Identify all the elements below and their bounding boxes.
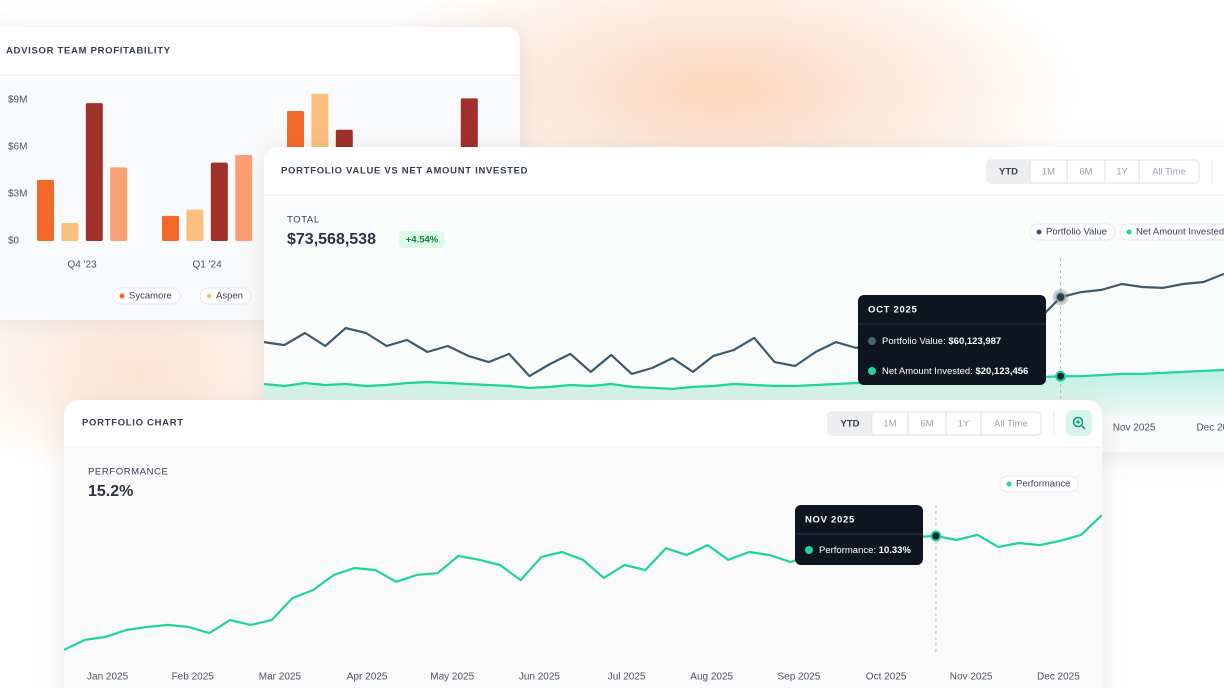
- y-tick-label: $3M: [8, 189, 27, 200]
- y-tick-label: $6M: [8, 142, 27, 153]
- bar: [110, 167, 128, 241]
- zoom-button-background[interactable]: [1066, 410, 1092, 436]
- bar: [85, 103, 103, 241]
- total-label: TOTAL: [287, 215, 320, 226]
- tab-group: [827, 411, 1042, 436]
- x-tick-label: Q4 '23: [68, 260, 98, 271]
- tooltip-swatch: [805, 546, 813, 554]
- portfolio-chart-card-body: PORTFOLIO CHART PERFORMANCE 15.2% YTD 1M 6…: [64, 400, 1102, 688]
- zoom-icon[interactable]: [1072, 416, 1084, 428]
- x-tick-label: Mar 2025: [259, 672, 302, 683]
- tab[interactable]: 1M: [1042, 167, 1055, 178]
- x-tick-label: Q1 '24: [193, 260, 223, 271]
- tooltip-label: Portfolio Value:: [882, 336, 948, 347]
- x-tick-label: Sep 2025: [777, 672, 820, 683]
- x-tick-label: Dec 2025: [1037, 672, 1080, 683]
- legend-swatch: [1126, 229, 1132, 235]
- tooltip-value: $60,123,987: [948, 336, 1001, 347]
- bar: [162, 215, 179, 241]
- bar: [61, 222, 79, 241]
- legend-pill: [112, 287, 181, 305]
- legend-label: Portfolio Value: [1046, 227, 1107, 238]
- y-tick-label: $9M: [8, 95, 27, 106]
- tab[interactable]: 1M: [883, 419, 896, 430]
- tooltip-swatch: [868, 337, 876, 345]
- metric-label: PERFORMANCE: [88, 467, 169, 478]
- tooltip-title: OCT 2025: [868, 305, 917, 316]
- x-tick-label: Aug 2025: [690, 672, 733, 683]
- tab[interactable]: 6M: [920, 419, 933, 430]
- legend-swatch: [1036, 229, 1042, 235]
- tab-active[interactable]: [988, 161, 1030, 182]
- tooltip-title: NOV 2025: [805, 515, 855, 526]
- legend-swatch: [1006, 481, 1012, 487]
- hover-point: [1055, 291, 1066, 303]
- x-tick-label: Nov 2025: [1113, 423, 1156, 434]
- tooltip-row: Net Amount Invested: $20,123,456: [882, 366, 1028, 377]
- card-body-background: [64, 447, 1102, 688]
- x-tick-label: Feb 2025: [172, 672, 215, 683]
- y-tick-label: $0: [8, 236, 20, 247]
- tooltip-swatch: [868, 367, 876, 375]
- legend-pill: [999, 475, 1079, 493]
- legend-pill: [199, 287, 252, 305]
- tab[interactable]: YTD: [841, 419, 860, 430]
- x-tick-label: Jan 2025: [87, 672, 129, 683]
- metric-value: 15.2%: [88, 483, 133, 500]
- tab[interactable]: All Time: [1152, 167, 1186, 178]
- x-tick-label: Jul 2025: [608, 672, 646, 683]
- x-tick-label: May 2025: [430, 672, 474, 683]
- card-title: PORTFOLIO CHART: [82, 418, 184, 429]
- change-value: +4.54%: [406, 235, 439, 246]
- tooltip-value: 10.33%: [879, 545, 912, 556]
- legend-label: Sycamore: [129, 291, 172, 302]
- portfolio-chart-card: PORTFOLIO CHART PERFORMANCE 15.2% YTD 1M 6…: [64, 400, 1102, 688]
- x-tick-label: Apr 2025: [347, 672, 388, 683]
- x-tick-label: Oct 2025: [866, 672, 907, 683]
- tab[interactable]: All Time: [994, 419, 1028, 430]
- legend-swatch: [119, 293, 125, 299]
- line: [64, 514, 1102, 651]
- tooltip: [795, 505, 923, 565]
- bar: [186, 209, 204, 241]
- x-tick-label: Nov 2025: [950, 672, 993, 683]
- tab[interactable]: 6M: [1079, 167, 1092, 178]
- legend-pill: [1029, 223, 1116, 241]
- legend-label: Net Amount Invested: [1136, 227, 1224, 238]
- tooltip-value: $20,123,456: [975, 366, 1028, 377]
- total-value: $73,568,538: [287, 231, 376, 248]
- legend-label: Aspen: [216, 291, 243, 302]
- bar: [235, 154, 253, 241]
- change-badge: [399, 231, 445, 248]
- card-title: PORTFOLIO VALUE VS NET AMOUNT INVESTED: [281, 166, 528, 177]
- card-title: ADVISOR TEAM PROFITABILITY: [6, 46, 171, 57]
- tooltip-row: Performance: 10.33%: [819, 545, 911, 556]
- zoom-button[interactable]: [1066, 410, 1092, 436]
- hover-point: [1055, 370, 1067, 382]
- tab-active[interactable]: [829, 413, 872, 434]
- x-tick-label: Jun 2025: [519, 672, 561, 683]
- tooltip-label: Net Amount Invested:: [882, 366, 975, 377]
- tab[interactable]: 1Y: [1116, 167, 1128, 178]
- zoom-icon[interactable]: [1080, 424, 1086, 430]
- tooltip-label: Performance:: [819, 545, 879, 556]
- tooltip: [858, 295, 1046, 385]
- tab[interactable]: 1Y: [958, 419, 970, 430]
- tab-group: [986, 159, 1200, 184]
- bar: [210, 162, 228, 241]
- legend-swatch: [206, 293, 212, 299]
- x-tick-label: Dec 2025: [1196, 423, 1224, 434]
- tab[interactable]: YTD: [999, 167, 1018, 178]
- hover-point: [930, 530, 942, 542]
- tooltip-row: Portfolio Value: $60,123,987: [882, 336, 1001, 347]
- legend-label: Performance: [1016, 479, 1070, 490]
- bar: [37, 179, 54, 241]
- legend-pill: [1119, 223, 1224, 241]
